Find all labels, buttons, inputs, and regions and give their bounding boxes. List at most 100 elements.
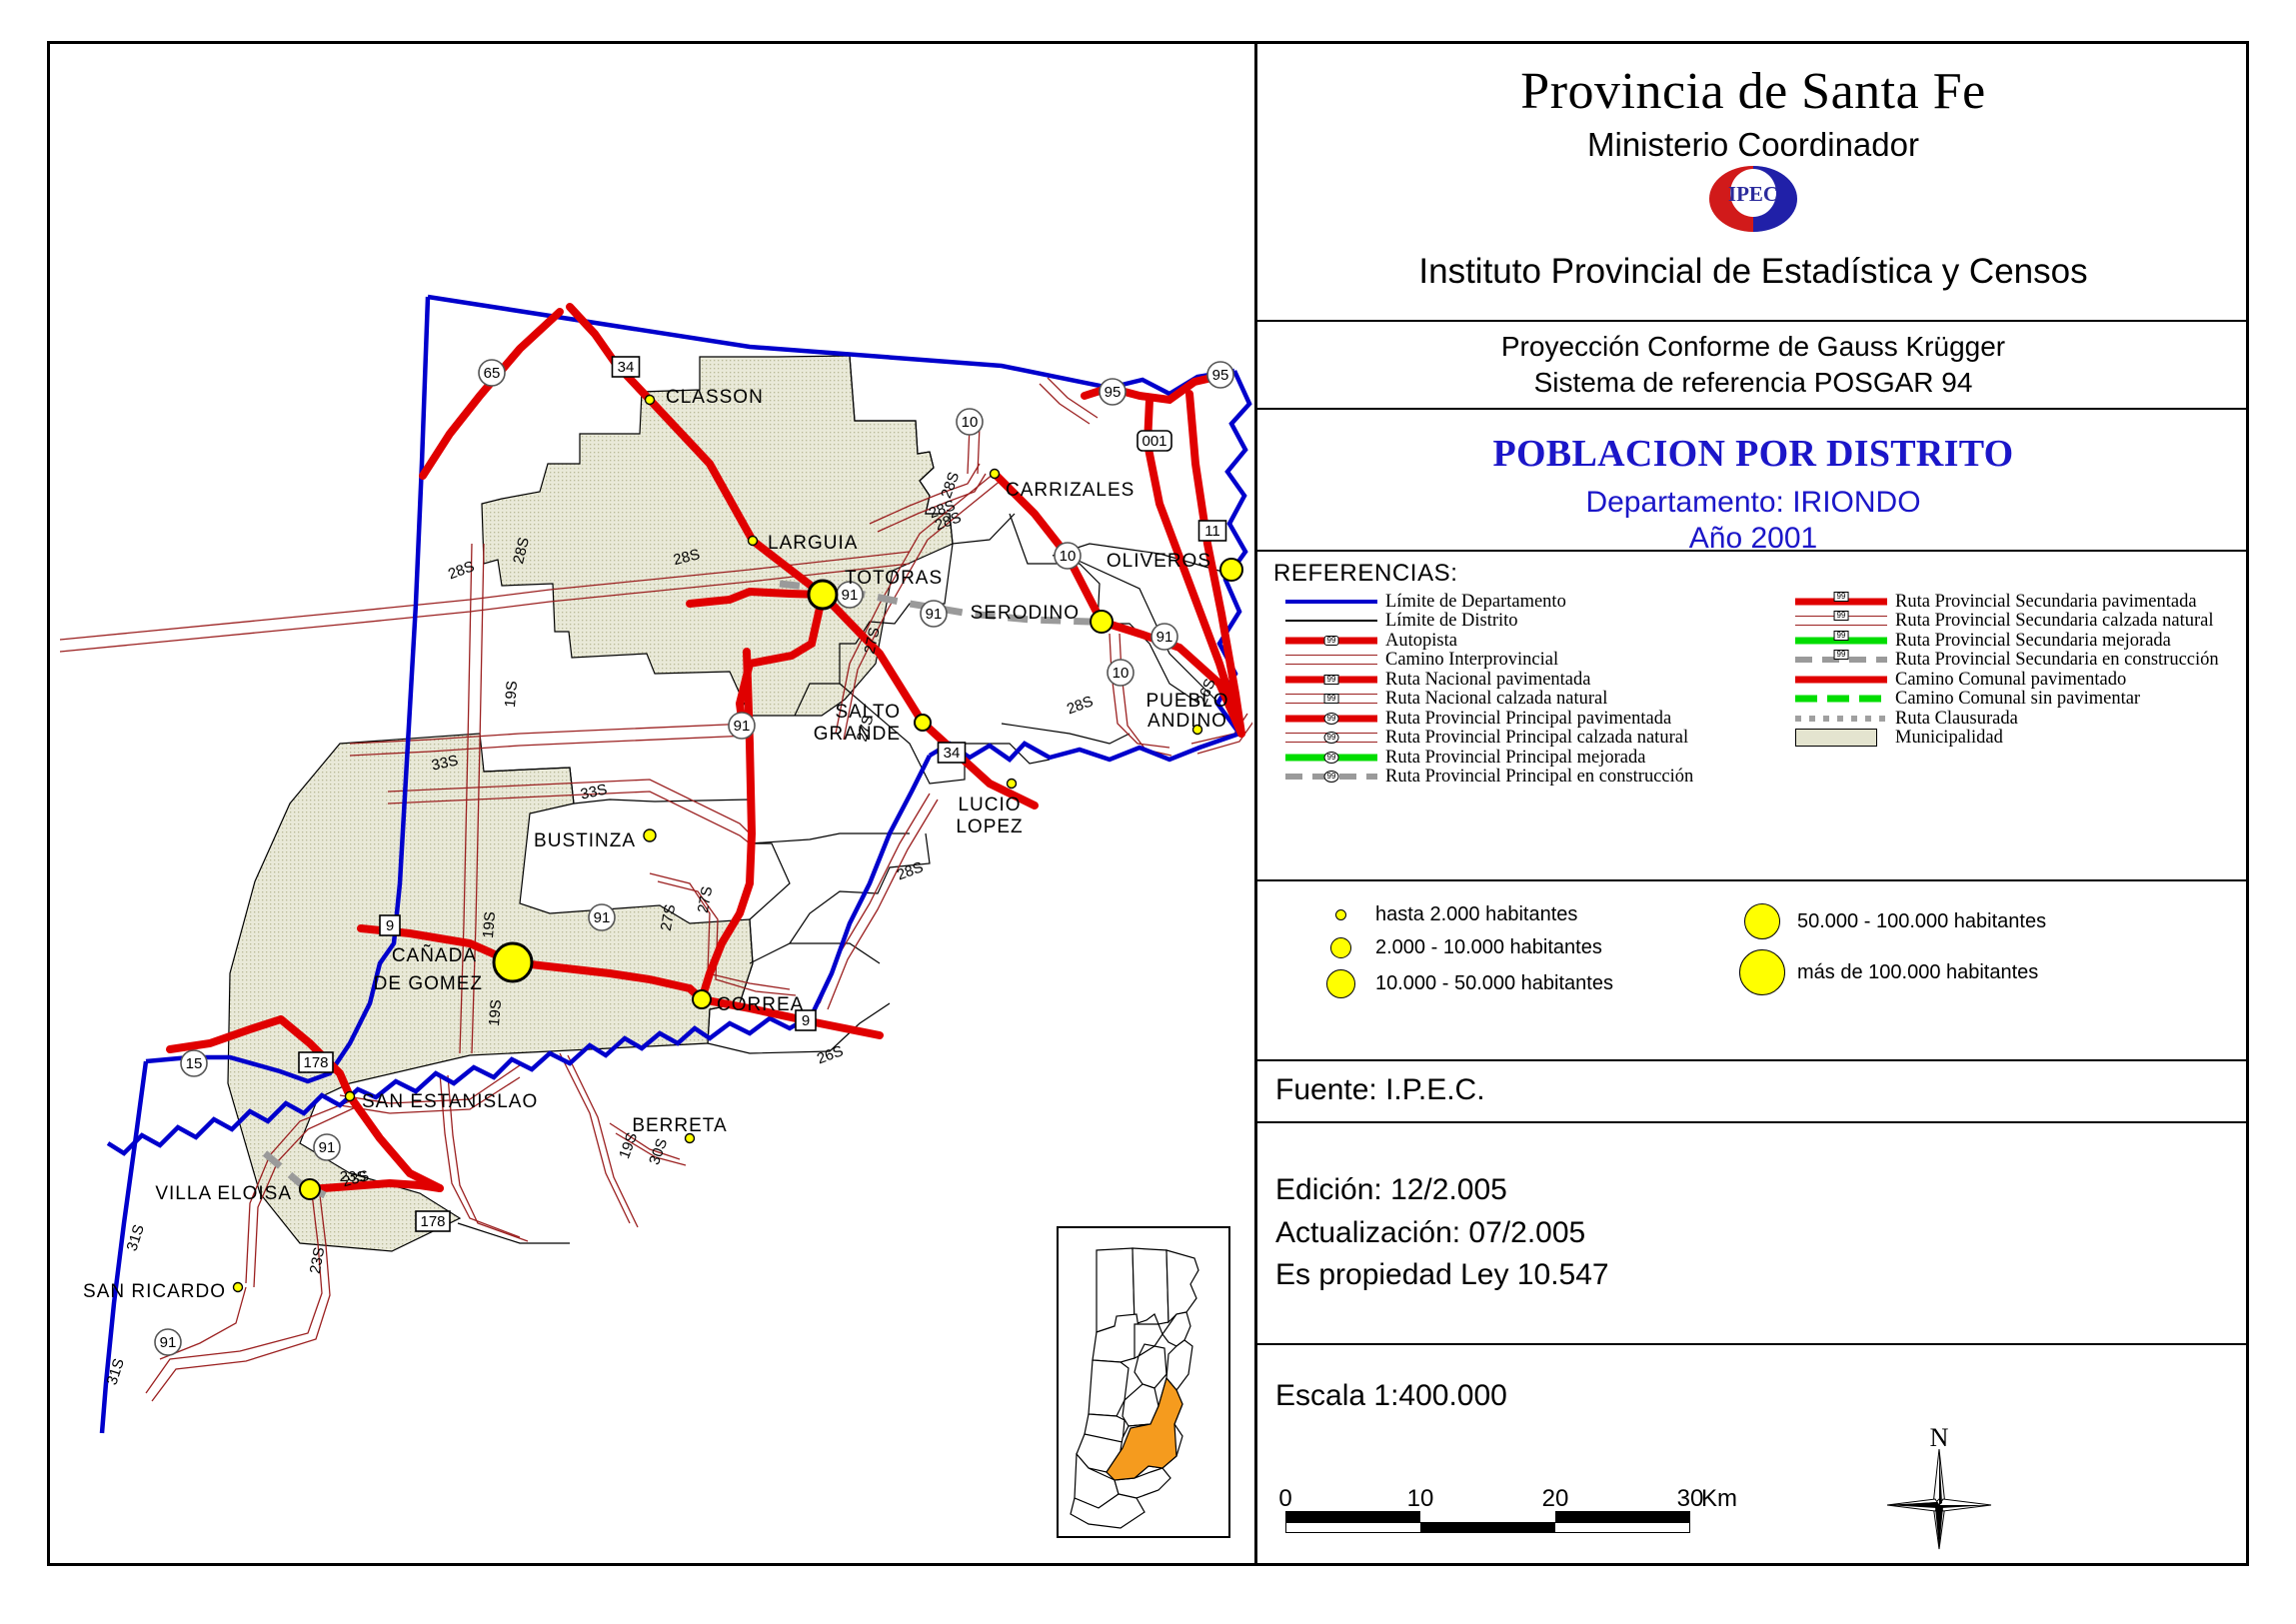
locality-marker[interactable] [684,1132,696,1144]
route-shield: 91 [1150,623,1178,651]
locality-marker[interactable] [492,941,534,983]
reference-item: 99 Ruta Provincial Principal mejorada [1277,748,1777,768]
reference-item: Ruta Clausurada [1787,709,2247,729]
locality[interactable]: LOPEZ [956,816,1023,837]
locality-marker[interactable] [643,828,657,842]
route-shield-label: 9 [386,917,394,934]
locality-label: GRANDE [814,724,901,745]
scale-tick-labels: 0 10 20 30 [1278,1485,1703,1512]
population-classes-right: 50.000 - 100.000 habitantes más de 100.00… [1727,903,2046,1005]
reference-item: Camino Interprovincial [1277,651,1777,671]
locality-marker[interactable] [914,714,932,732]
projection-line-2: Sistema de referencia POSGAR 94 [1533,367,1973,398]
locality[interactable]: SAN RICARDO [83,1281,244,1302]
route-shield: 23S [340,1168,367,1185]
route-shield-label: 9 [802,1012,810,1029]
scale-tick: 10 [1406,1485,1434,1512]
locality-label: CLASSON [666,387,764,408]
locality-marker[interactable] [807,579,839,611]
reference-label: Ruta Provincial Principal calzada natura… [1385,728,1689,748]
municipality-areas [227,355,954,1252]
locality-label: BUSTINZA [534,830,636,851]
locality[interactable]: LARGUIA [747,533,859,554]
reference-item: 99 Ruta Provincial Principal en construcc… [1277,768,1777,788]
reference-item: Municipalidad [1787,729,2247,749]
locality[interactable]: OLIVEROS [1107,551,1243,582]
locality[interactable]: TOTORAS [807,568,943,611]
inset-svg [1070,1247,1199,1529]
scale-bar: 0 10 20 30 Km [1278,1485,1737,1533]
locality-marker[interactable] [1090,610,1114,634]
locality[interactable]: SAN ESTANISLAO [344,1090,539,1112]
locality[interactable]: VILLA ELOISA [155,1178,321,1204]
locality-marker[interactable] [692,989,712,1009]
map-panel[interactable]: 65 34 10 95 95 001 11 10 91 91 91 10 91 34 91 9 9 15 178 91… [50,44,1252,1563]
locality[interactable]: GRANDE [814,724,901,745]
route-shield: 91 [154,1328,182,1356]
locality[interactable]: CLASSON [644,387,764,408]
reference-label: Ruta Nacional calzada natural [1385,689,1608,709]
route-shield-label: 34 [944,745,961,762]
route-shield-label: 15 [186,1055,203,1072]
green-thick-with-circle-shield-icon: 99 [1277,749,1385,767]
reference-label: Camino Interprovincial [1385,650,1559,670]
green-thick-small-shield-icon: 99 [1787,630,1895,650]
locality-layer[interactable]: CLASSON CARRIZALES LARGUIA TOTORAS OLIVEROS S… [83,387,1243,1302]
locality[interactable]: BUSTINZA [534,828,657,851]
route-shield: 91 [313,1133,341,1161]
route-shield-label: 178 [303,1054,328,1071]
locality-marker[interactable] [1219,558,1243,582]
locality-label: ANDINO [1148,711,1227,732]
locality[interactable]: BERRETA [632,1115,727,1144]
under-construction-roads [262,580,1091,1199]
locality[interactable]: DE GOMEZ [374,973,483,994]
locality[interactable]: CORREA [692,989,804,1015]
locality[interactable]: PUEBLO [1146,691,1228,736]
population-circle-icon [1305,969,1375,998]
road-number-label: 27S [854,714,878,744]
locality-label: CORREA [717,994,804,1015]
locality[interactable]: LUCIO [958,778,1021,816]
references-block: REFERENCIAS: Límite de Departamento Límit… [1257,552,2249,881]
locality-label: SALTO [835,702,901,723]
locality-marker[interactable] [232,1281,244,1293]
locality-label: LUCIO [958,795,1021,815]
route-shield-label: 91 [1156,629,1173,646]
route-shield: 11 [1197,520,1227,542]
compass-svg [1886,1448,1992,1550]
property-line: Es propiedad Ley 10.547 [1275,1258,1609,1292]
source-text: Fuente: I.P.E.C. [1275,1073,1485,1106]
locality[interactable]: CAÑADA [392,941,534,983]
locality[interactable]: SALTO [835,702,932,732]
locality-marker[interactable] [989,468,1001,480]
locality-marker[interactable] [299,1178,321,1200]
locality-marker[interactable] [1191,724,1203,736]
department-name: Departamento: IRIONDO [1585,486,1921,519]
road-number-label: 28S [672,546,702,569]
references-heading: REFERENCIAS: [1273,560,1458,587]
locality-label: CAÑADA [392,944,477,966]
population-class-label: 50.000 - 100.000 habitantes [1797,909,2047,932]
reference-item: Camino Comunal pavimentado [1787,670,2247,690]
beige-filled-box-icon [1787,729,1895,748]
department-map[interactable]: 65 34 10 95 95 001 11 10 91 91 91 10 91 34 91 9 9 15 178 91… [50,44,1252,1563]
locality-label: VILLA ELOISA [155,1183,292,1204]
institute-name: Instituto Provincial de Estadística y Ce… [1418,252,2088,291]
locality-marker[interactable] [344,1090,356,1102]
green-dashed-line-icon [1787,690,1895,708]
population-title: POBLACION POR DISTRITO [1492,433,2014,475]
locality[interactable]: ANDINO [1148,711,1227,732]
reference-label: Municipalidad [1895,728,2003,748]
route-shield: 10 [1107,659,1135,687]
reference-item: Límite de Distrito [1277,612,1777,632]
locality[interactable]: CARRIZALES [989,468,1136,502]
road-number-label: 23S [341,1167,371,1190]
header-block: Provincia de Santa Fe Ministerio Coordin… [1257,44,2249,322]
locality-marker[interactable] [644,394,656,406]
reference-item: Camino Comunal sin pavimentar [1787,690,2247,710]
road-number-label: 27S [695,885,716,914]
route-shield: 178 [415,1210,451,1232]
locality-marker[interactable] [747,535,759,547]
locality-marker[interactable] [1006,778,1018,790]
locality[interactable]: SERODINO [971,603,1114,634]
